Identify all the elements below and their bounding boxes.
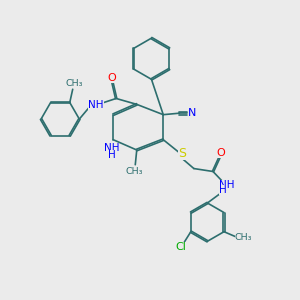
Text: O: O bbox=[216, 148, 225, 158]
Text: CH₃: CH₃ bbox=[65, 80, 83, 88]
Text: Cl: Cl bbox=[176, 242, 186, 252]
Text: H: H bbox=[108, 150, 116, 160]
Text: NH: NH bbox=[104, 143, 119, 153]
Text: H: H bbox=[219, 185, 226, 195]
Text: CH₃: CH₃ bbox=[125, 167, 142, 176]
Text: O: O bbox=[108, 73, 116, 83]
Text: NH: NH bbox=[219, 180, 234, 190]
Text: NH: NH bbox=[88, 100, 103, 110]
Text: S: S bbox=[178, 147, 186, 160]
Text: N: N bbox=[188, 108, 196, 118]
Text: CH₃: CH₃ bbox=[235, 233, 253, 242]
